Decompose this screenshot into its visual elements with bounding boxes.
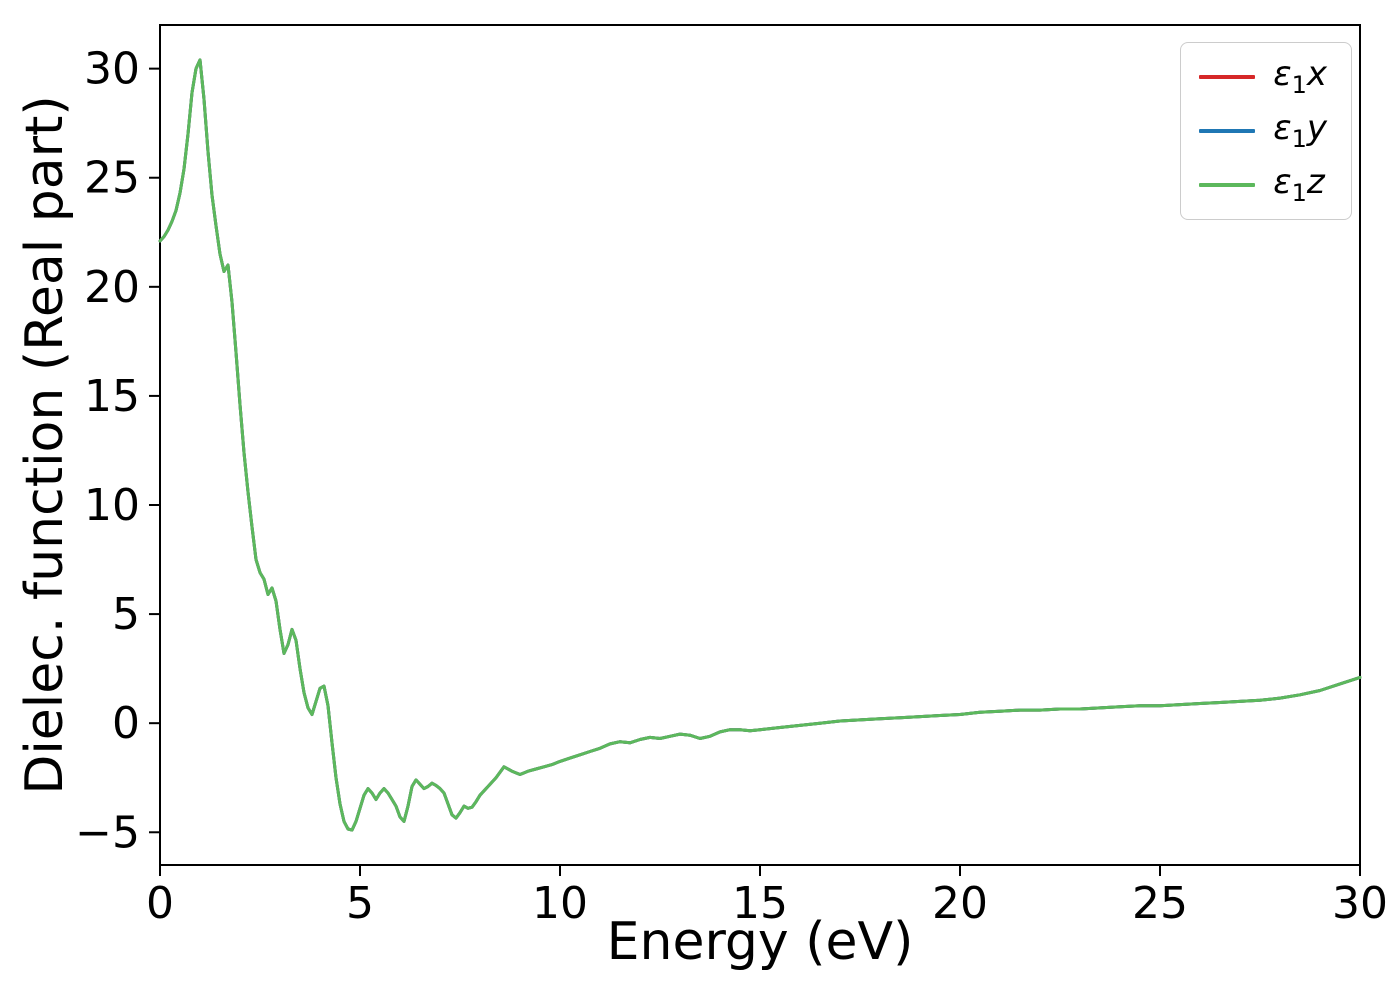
epsilon-symbol: ε [1273, 162, 1292, 203]
y-axis-label: Dielec. function (Real part) [15, 95, 75, 795]
x-tick-label: 0 [146, 878, 174, 929]
y-tick-label: 30 [84, 44, 140, 95]
subscript: 1 [1291, 178, 1307, 207]
y-tick-label: −5 [75, 807, 140, 858]
y-tick-label: 10 [84, 480, 140, 531]
legend-label-y: ε1y [1273, 111, 1327, 151]
y-tick-label: 20 [84, 262, 140, 313]
x-tick-label: 5 [346, 878, 374, 929]
legend-label-z: ε1z [1273, 165, 1325, 205]
y-tick-label: 25 [84, 153, 140, 204]
x-tick-label: 15 [732, 878, 788, 929]
legend-item-z: ε1z [1199, 163, 1327, 207]
legend-line-swatch-z [1199, 183, 1256, 187]
component-symbol: x [1306, 54, 1327, 95]
legend-item-y: ε1y [1199, 109, 1327, 153]
y-tick-label: 15 [84, 371, 140, 422]
component-symbol: y [1306, 108, 1327, 149]
legend-line-swatch-x [1199, 75, 1256, 79]
epsilon-symbol: ε [1273, 108, 1292, 149]
component-symbol: z [1306, 162, 1325, 203]
legend-label-x: ε1x [1273, 57, 1327, 97]
epsilon-symbol: ε [1273, 54, 1292, 95]
x-tick-label: 10 [532, 878, 588, 929]
subscript: 1 [1291, 70, 1307, 99]
x-tick-label: 25 [1132, 878, 1188, 929]
legend: ε1x ε1y ε1z [1180, 42, 1352, 220]
x-axis-label: Energy (eV) [606, 912, 914, 972]
x-tick-label: 20 [932, 878, 988, 929]
y-tick-label: 0 [112, 698, 140, 749]
legend-item-x: ε1x [1199, 55, 1327, 99]
x-tick-label: 30 [1332, 878, 1388, 929]
series-line-z [158, 58, 1362, 832]
y-tick-label: 5 [112, 589, 140, 640]
legend-line-swatch-y [1199, 129, 1256, 133]
subscript: 1 [1291, 124, 1307, 153]
